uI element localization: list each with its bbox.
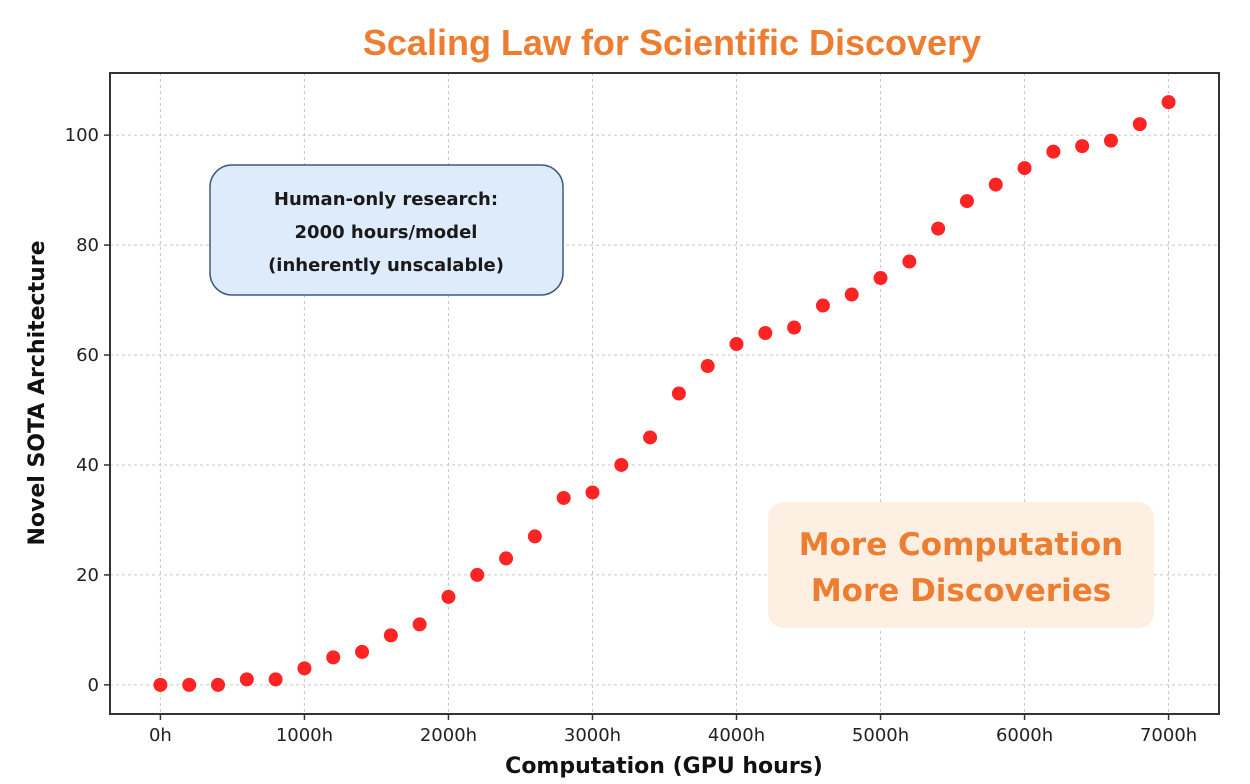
data-point	[758, 326, 773, 341]
human-only-line-2: 2000 hours/model	[295, 222, 478, 243]
data-point	[729, 337, 744, 352]
data-point	[383, 628, 398, 643]
data-point	[239, 672, 254, 687]
human-only-line-1: Human-only research:	[274, 189, 498, 210]
x-tick-label: 5000h	[852, 725, 909, 746]
data-point	[614, 457, 629, 472]
y-tick-label: 0	[88, 675, 99, 696]
data-point	[211, 677, 226, 692]
data-point	[815, 298, 830, 313]
chart-title: Scaling Law for Scientific Discovery	[363, 22, 981, 63]
data-point	[959, 194, 974, 209]
data-point	[470, 567, 485, 582]
more-computation-annotation: More Computation More Discoveries	[768, 502, 1154, 628]
more-computation-line-1: More Computation	[799, 527, 1123, 563]
x-tick-label: 7000h	[1140, 725, 1197, 746]
data-point	[297, 661, 312, 676]
x-tick-label: 2000h	[420, 725, 477, 746]
y-tick-label: 80	[76, 235, 99, 256]
data-point	[873, 271, 888, 286]
data-point	[700, 359, 715, 374]
data-point	[643, 430, 658, 445]
data-point	[441, 589, 456, 604]
human-only-line-3: (inherently unscalable)	[268, 255, 504, 276]
data-point	[182, 677, 197, 692]
data-point	[556, 490, 571, 505]
x-axis-label: Computation (GPU hours)	[505, 754, 823, 779]
data-point	[1046, 144, 1061, 159]
plot-frame	[109, 72, 1220, 715]
data-point	[1017, 161, 1032, 176]
data-point	[671, 386, 686, 401]
human-only-annotation: Human-only research: 2000 hours/model (i…	[209, 164, 564, 296]
data-point	[931, 221, 946, 236]
data-point	[412, 617, 427, 632]
data-point	[355, 644, 370, 659]
data-point	[902, 254, 917, 269]
data-point	[787, 320, 802, 335]
y-axis-label: Novel SOTA Architecture	[25, 240, 50, 545]
x-tick-label: 0h	[149, 725, 172, 746]
x-tick-label: 3000h	[564, 725, 621, 746]
x-tick-label: 1000h	[276, 725, 333, 746]
tick-labels: 0h 1000h 2000h 3000h 4000h 5000h 6000h 7000h 0 20…	[65, 125, 1198, 746]
data-point	[527, 529, 542, 544]
data-point	[268, 672, 283, 687]
data-point	[988, 177, 1003, 192]
more-computation-box	[768, 502, 1154, 628]
x-tick-label: 4000h	[708, 725, 765, 746]
data-point	[1075, 139, 1090, 154]
data-point	[1132, 117, 1147, 132]
y-tick-label: 40	[76, 455, 99, 476]
data-point	[1103, 133, 1118, 148]
data-point	[326, 650, 341, 665]
x-tick-label: 6000h	[996, 725, 1053, 746]
data-points	[153, 95, 1176, 692]
data-point	[585, 485, 600, 500]
data-point	[153, 677, 168, 692]
data-point	[844, 287, 859, 302]
data-point	[1161, 95, 1176, 110]
data-point	[499, 551, 514, 566]
more-computation-line-2: More Discoveries	[811, 573, 1111, 609]
y-tick-label: 100	[65, 125, 99, 146]
human-only-box	[209, 164, 564, 296]
y-tick-label: 60	[76, 345, 99, 366]
y-tick-label: 20	[76, 565, 99, 586]
